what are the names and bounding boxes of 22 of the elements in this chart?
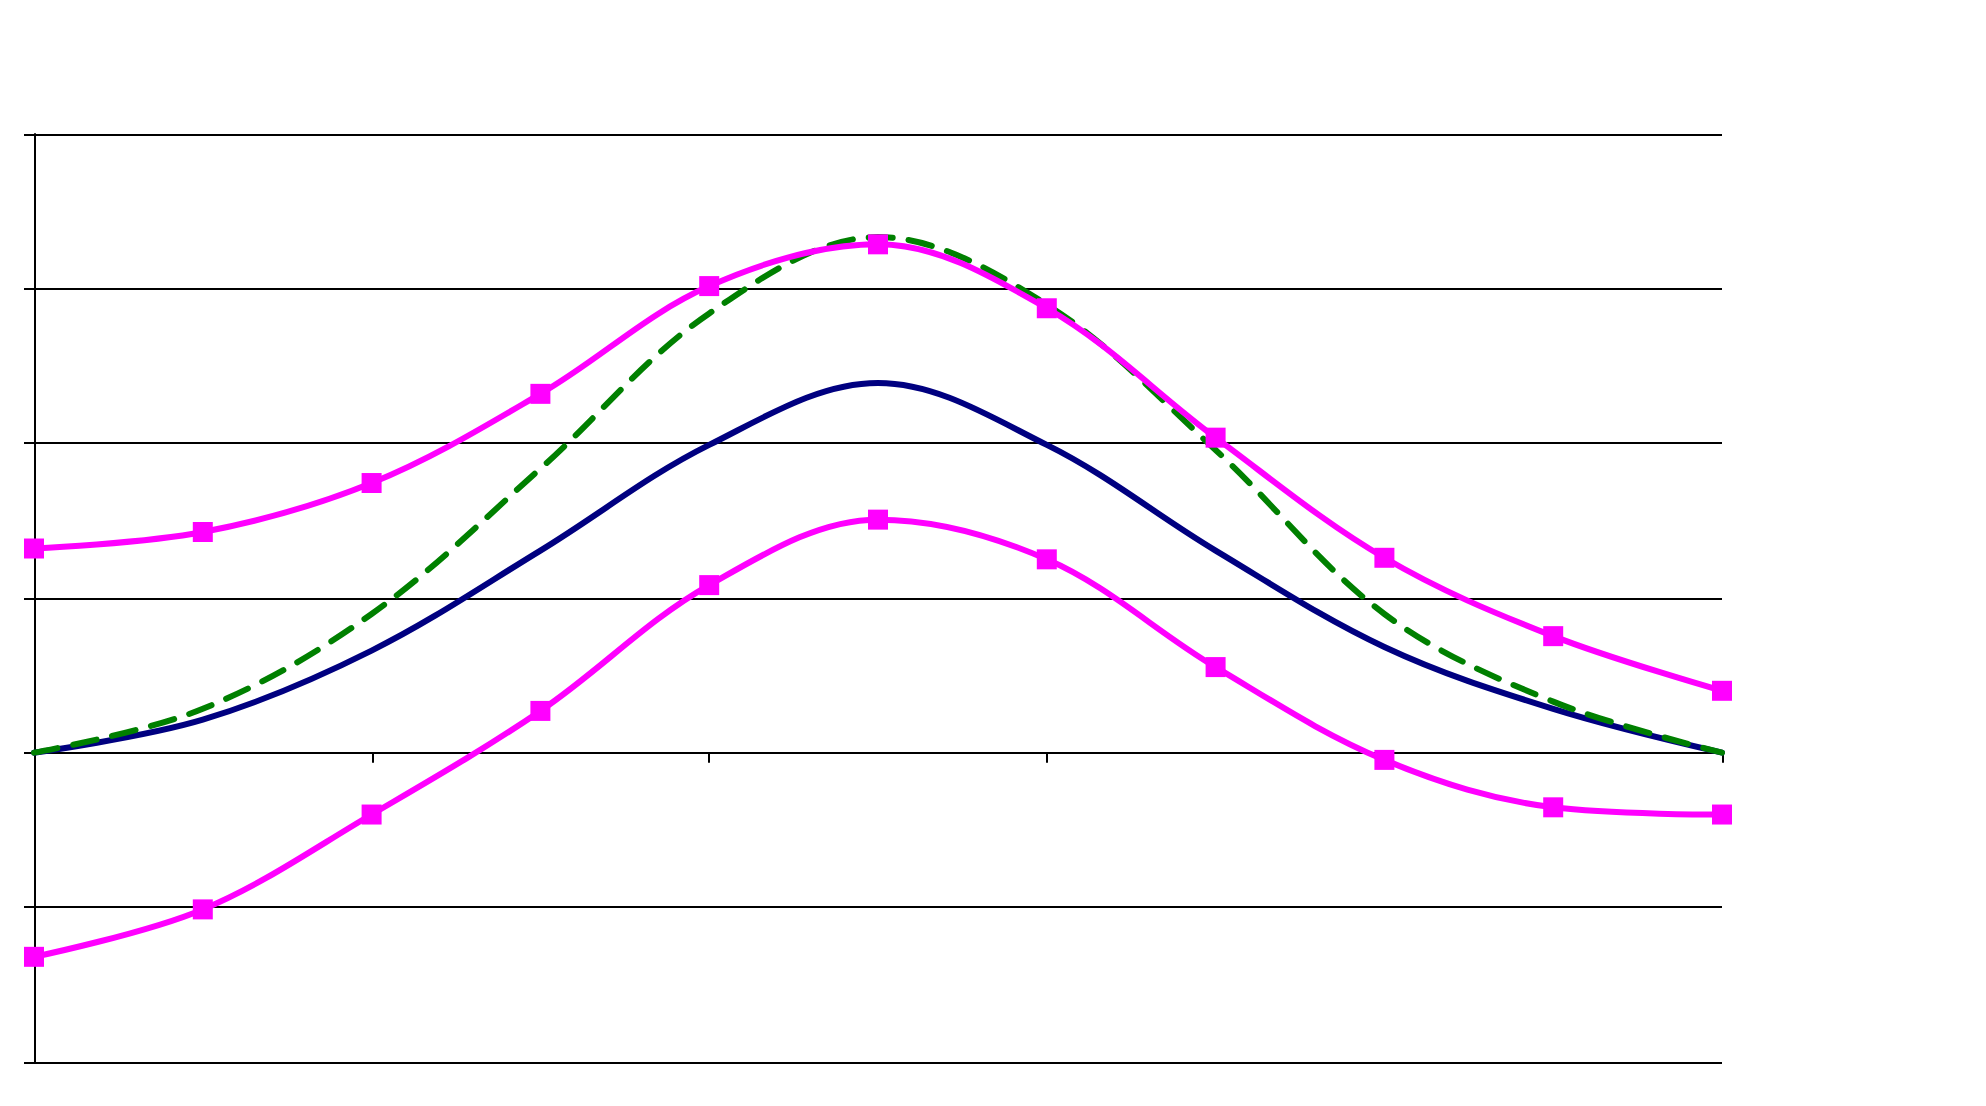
point	[24, 538, 44, 559]
point	[1543, 626, 1564, 647]
point	[361, 804, 382, 825]
point	[868, 234, 888, 255]
point	[24, 946, 44, 967]
point	[699, 276, 720, 297]
point	[868, 509, 888, 530]
point	[1543, 797, 1564, 818]
point	[1712, 804, 1732, 825]
point	[530, 383, 551, 404]
point	[192, 899, 213, 920]
point	[1374, 749, 1395, 770]
point	[1036, 549, 1057, 570]
point	[361, 473, 382, 494]
point	[1205, 427, 1226, 448]
point	[699, 575, 720, 596]
point	[1374, 547, 1395, 568]
point	[530, 700, 551, 721]
point	[192, 522, 213, 543]
point	[1036, 298, 1057, 319]
point	[1712, 680, 1732, 701]
point	[1205, 657, 1226, 678]
